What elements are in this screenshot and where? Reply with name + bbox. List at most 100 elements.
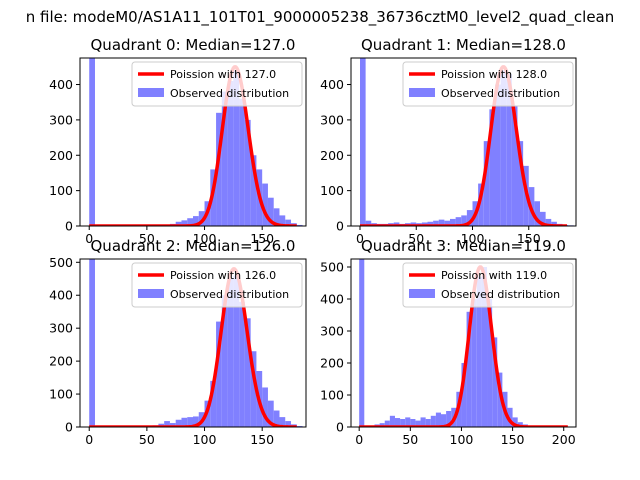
figure-suptitle: n file: modeM0/AS1A11_101T01_9000005238_… <box>26 8 615 27</box>
legend: Poission with 128.0 Observed distribution <box>402 61 574 107</box>
y-tick-label: 300 <box>49 112 73 127</box>
histogram-bar <box>507 407 513 427</box>
x-tick-label: 50 <box>139 432 155 447</box>
histogram-bar <box>461 215 467 226</box>
panel-title: Quadrant 1: Median=128.0 <box>361 36 566 54</box>
histogram-bar <box>279 215 286 226</box>
histogram-bar <box>216 321 222 427</box>
panel-title: Quadrant 3: Median=119.0 <box>361 237 566 255</box>
y-tick-label: 100 <box>320 183 344 198</box>
y-tick-label: 400 <box>320 292 344 307</box>
axes-frame <box>79 57 307 227</box>
histogram-bar <box>384 420 390 427</box>
histogram-bar <box>210 380 217 427</box>
histogram-bar <box>244 318 251 427</box>
histogram-bar <box>279 417 286 427</box>
legend-hist-label: Observed distribution <box>170 87 289 100</box>
histogram-bar <box>227 278 234 427</box>
histogram-bar <box>233 275 240 427</box>
x-tick-label: 50 <box>402 432 418 447</box>
histogram-bar <box>198 211 205 226</box>
panel-3: Quadrant 3: Median=119.0 0 50 100 150 200 0 100… <box>320 237 577 447</box>
y-tick-label: 0 <box>336 219 344 234</box>
histogram-bar <box>495 84 501 226</box>
histogram-bar <box>262 183 268 226</box>
histogram-bar <box>476 276 482 427</box>
histogram-bar <box>216 112 222 226</box>
y-tick-label: 500 <box>49 255 73 270</box>
histogram-bar <box>435 412 441 427</box>
histogram-bar <box>389 415 395 427</box>
histogram-bar <box>89 259 95 427</box>
x-tick-label: 0 <box>85 432 93 447</box>
histogram-bar <box>227 80 234 226</box>
x-tick-label: 150 <box>517 231 541 246</box>
histogram-bar <box>360 58 366 226</box>
legend-hist-swatch <box>138 88 164 97</box>
legend-box <box>402 262 574 308</box>
histogram-bar <box>478 183 484 226</box>
x-tick-label: 200 <box>552 432 576 447</box>
x-tick-label: 0 <box>356 231 364 246</box>
histogram-bar <box>517 422 523 427</box>
y-tick-label: 200 <box>320 356 344 371</box>
histogram-bar <box>175 419 182 427</box>
histogram-bar <box>285 421 292 427</box>
axes-frame <box>79 258 307 428</box>
histogram-bar <box>187 218 193 226</box>
histogram-bar <box>193 216 199 226</box>
x-tick-label: 0 <box>85 231 93 246</box>
histogram-bar <box>483 141 490 226</box>
histogram-bar <box>427 221 434 226</box>
histogram-bar <box>410 222 417 226</box>
histogram-bar <box>296 224 303 226</box>
histogram-bar <box>400 419 406 427</box>
x-tick-label: 100 <box>450 432 474 447</box>
histogram-bar <box>438 219 445 226</box>
histogram-bar <box>187 417 193 427</box>
histogram-bar <box>250 351 257 427</box>
y-tick-label: 100 <box>49 183 73 198</box>
x-tick-label: 150 <box>250 231 274 246</box>
histogram-bar <box>394 418 401 427</box>
legend-fit-label: Poission with 126.0 <box>170 269 276 282</box>
histogram-bar <box>545 218 552 226</box>
x-tick-label: 100 <box>461 231 485 246</box>
y-tick-label: 100 <box>49 387 73 402</box>
legend: Poission with 126.0 Observed distribution <box>131 262 303 308</box>
histogram-bar <box>506 73 512 226</box>
legend-hist-label: Observed distribution <box>441 87 560 100</box>
histogram-bar <box>164 421 170 427</box>
histogram-bar <box>455 217 462 226</box>
histogram-bar <box>359 259 365 427</box>
histogram-bar <box>497 372 503 427</box>
legend-hist-swatch <box>409 289 435 298</box>
legend: Poission with 119.0 Observed distribution <box>402 262 574 308</box>
panel-title: Quadrant 0: Median=127.0 <box>91 36 296 54</box>
histogram-bar <box>267 197 274 226</box>
histogram-bar <box>461 363 467 427</box>
histogram-bar <box>433 220 439 226</box>
y-tick-label: 200 <box>320 148 344 163</box>
y-tick-label: 300 <box>320 324 344 339</box>
histogram-bar <box>551 221 557 226</box>
histogram-bar <box>193 416 199 427</box>
histogram-bar <box>466 311 472 427</box>
histogram-bar <box>393 222 400 226</box>
poisson-fit-line <box>359 65 568 226</box>
y-tick-label: 0 <box>65 219 73 234</box>
histogram-bar <box>89 58 95 226</box>
axes-frame <box>350 57 577 227</box>
histogram-bar <box>471 299 477 427</box>
histogram-bar <box>410 419 416 427</box>
histogram-bar <box>267 400 274 427</box>
histogram-bar <box>181 220 188 226</box>
x-tick-label: 50 <box>139 231 155 246</box>
y-tick-label: 300 <box>320 112 344 127</box>
x-tick-label: 100 <box>193 432 217 447</box>
histogram-bar <box>450 218 456 226</box>
histogram-bar <box>444 220 450 226</box>
legend-box <box>131 262 303 308</box>
histogram-bar <box>221 91 228 226</box>
